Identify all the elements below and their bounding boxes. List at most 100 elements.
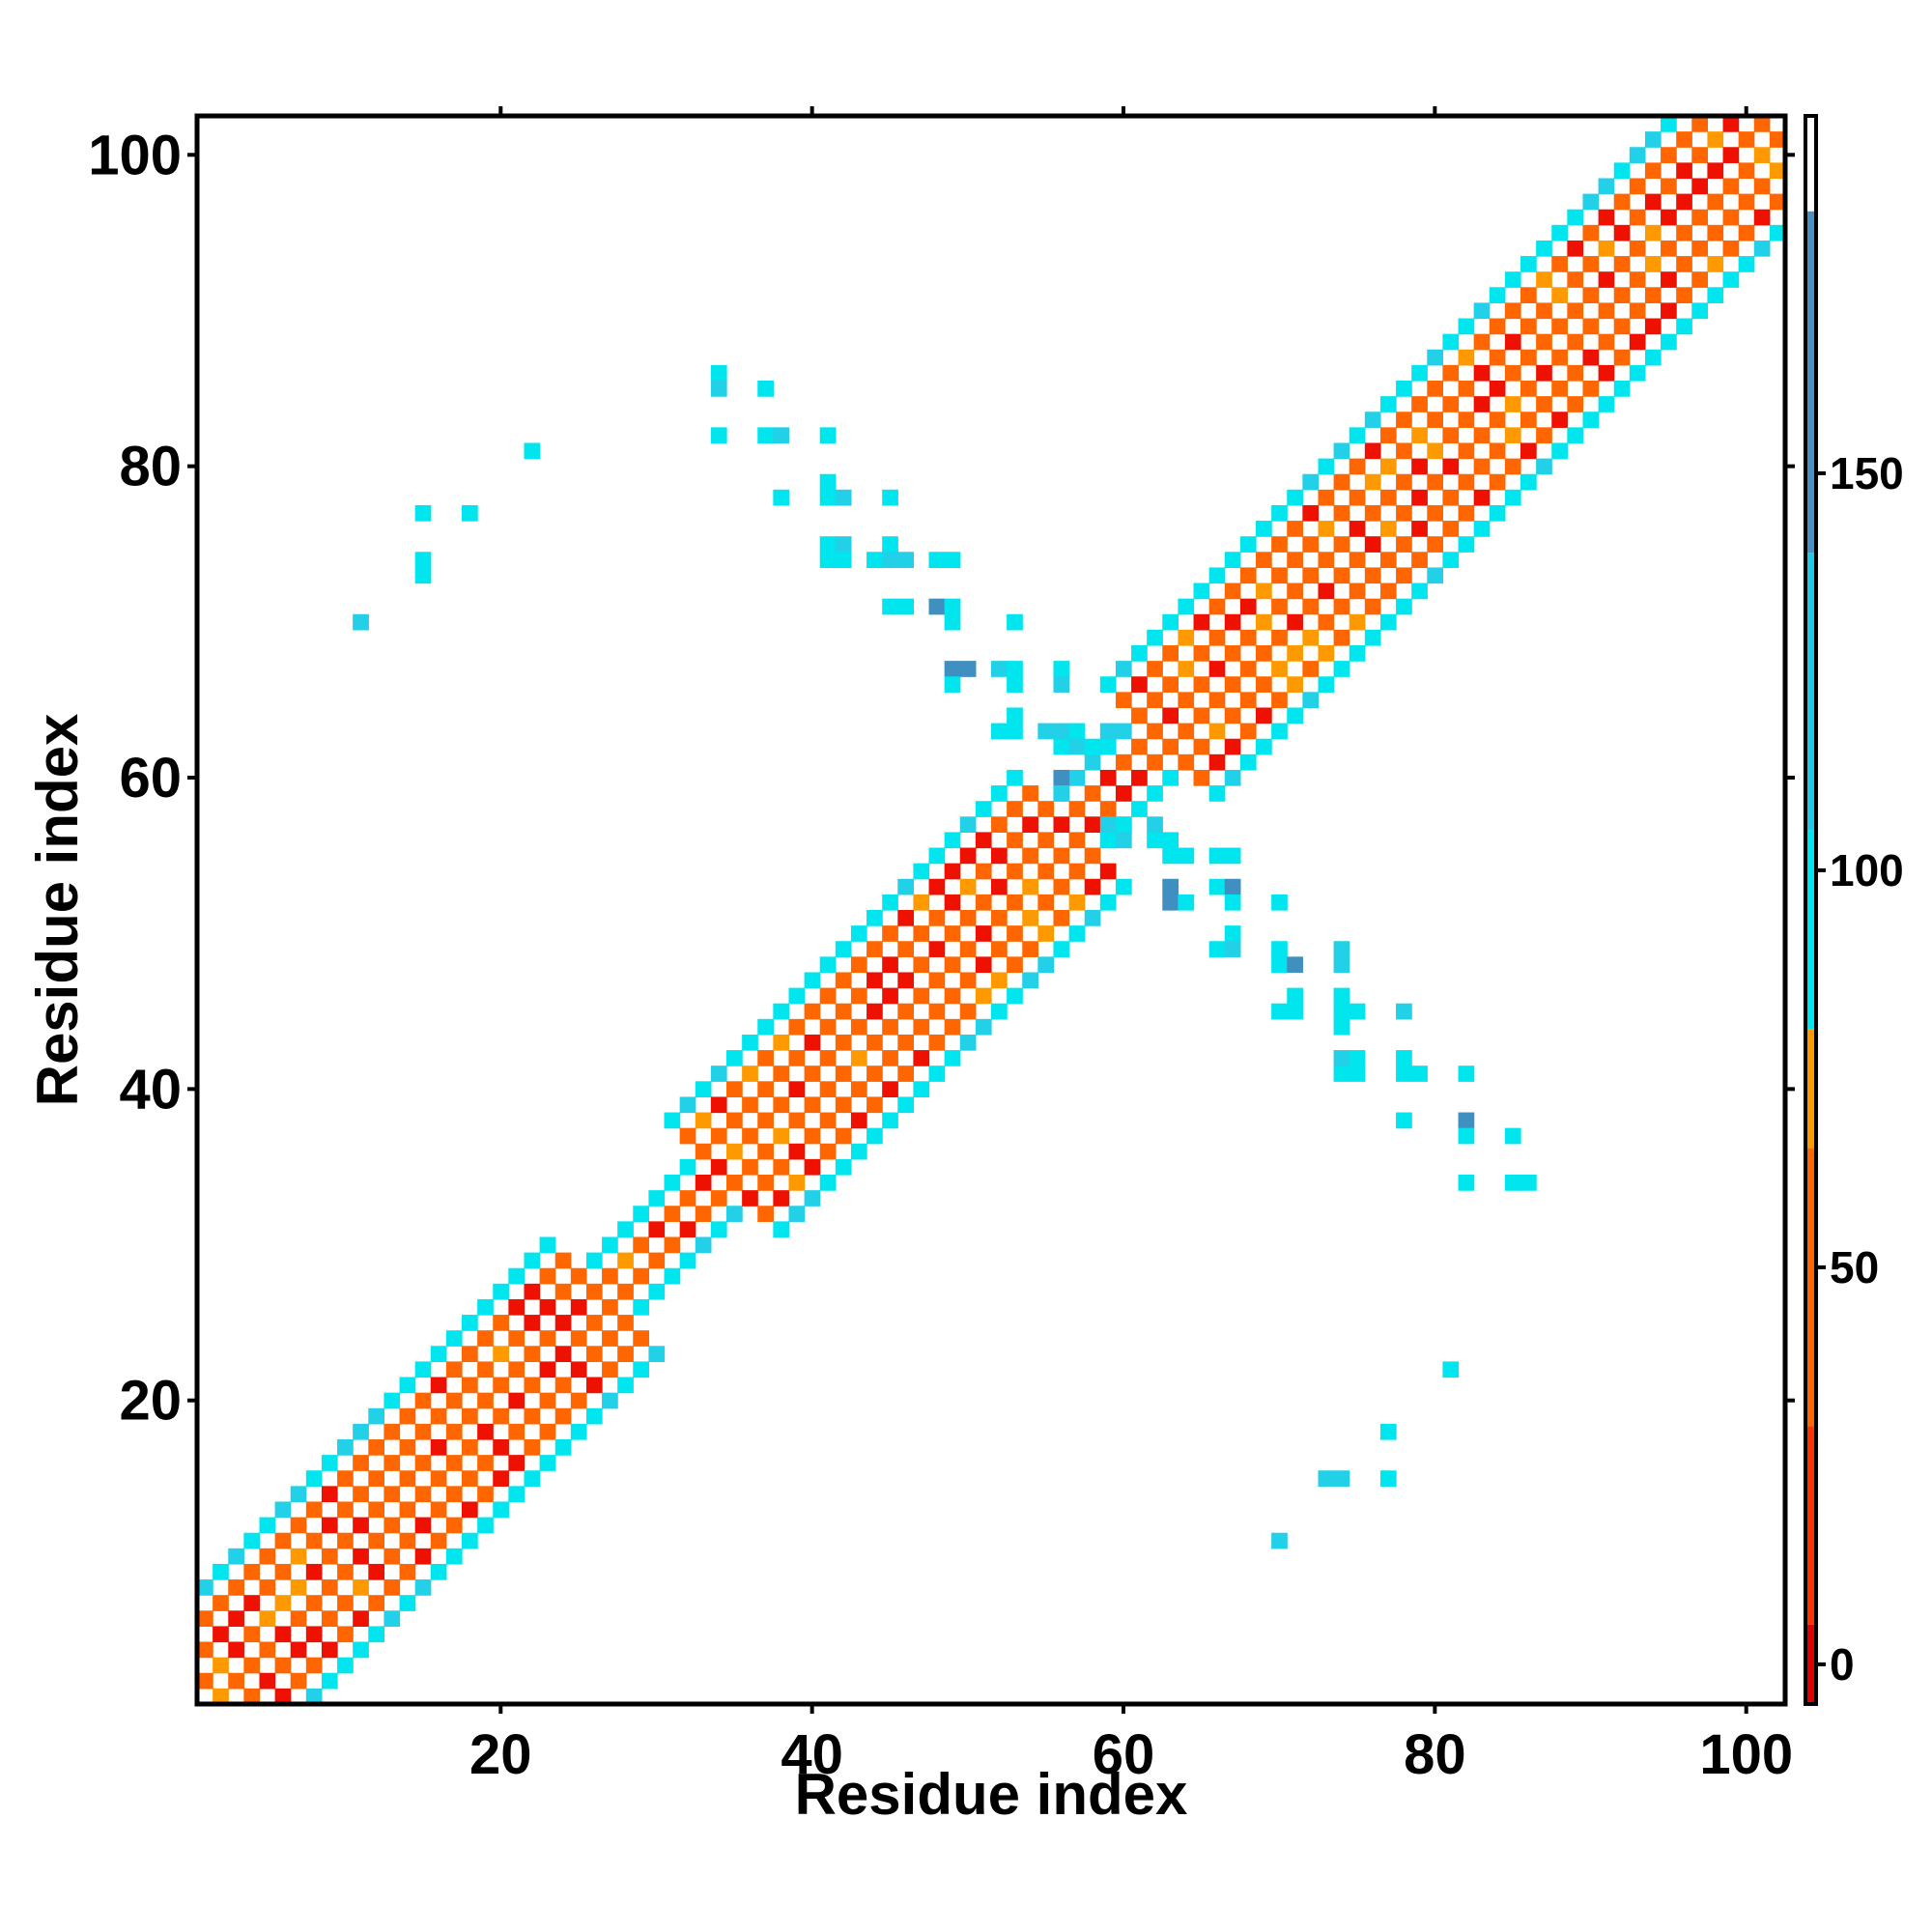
heatmap-cell [1178,661,1195,677]
heatmap-cell-contact [757,427,774,444]
heatmap-cell-contact [1007,676,1023,693]
heatmap-cell [290,1548,307,1565]
heatmap-cell [1473,489,1491,506]
heatmap-cell [1256,707,1272,724]
heatmap-cell [944,1018,961,1036]
heatmap-cell-contact [1271,1003,1288,1020]
heatmap-cell [539,1423,556,1440]
heatmap-cell [1178,692,1195,709]
heatmap-cell-contact [710,364,727,382]
heatmap-cell [1644,256,1662,272]
heatmap-cell [1598,178,1615,195]
heatmap-cell-contact [882,552,898,569]
heatmap-cell [1629,209,1646,226]
heatmap-cell [508,1361,526,1378]
heatmap-cell [321,1672,338,1690]
heatmap-cell-contact [1053,661,1070,677]
heatmap-cell [882,894,898,911]
heatmap-cell [1287,552,1303,569]
heatmap-cell [1099,769,1117,786]
heatmap-cell [695,1143,712,1160]
x-tick-label: 80 [1404,1723,1466,1786]
heatmap-cell [1427,567,1444,584]
heatmap-cell [1458,381,1475,397]
heatmap-cell-contact [819,473,837,491]
heatmap-cell [882,956,898,974]
heatmap-cell [1224,707,1241,724]
heatmap-cell [337,1470,354,1487]
heatmap-cell [554,1283,572,1300]
heatmap-cell [897,972,915,989]
heatmap-cell [1738,131,1755,148]
heatmap-cell [1007,863,1023,880]
heatmap-cell [975,832,992,849]
heatmap-cell [1162,707,1179,724]
heatmap-cell [1427,349,1444,366]
heatmap-cell [1318,645,1335,662]
heatmap-cell [585,1377,603,1394]
heatmap-cell [1536,427,1552,444]
heatmap-cell [1691,209,1709,226]
heatmap-cell [757,1175,774,1191]
heatmap-cell [1208,567,1226,584]
heatmap-cell [445,1548,463,1565]
heatmap-cell [991,785,1008,802]
heatmap-cell [1271,629,1288,646]
heatmap-cell [477,1361,494,1378]
heatmap-cell [445,1486,463,1503]
heatmap-cell [197,1579,213,1596]
heatmap-cell-contact [710,381,727,397]
heatmap-cell [1302,536,1320,553]
heatmap-cell-contact [1333,956,1350,974]
heatmap-cell [1520,349,1537,366]
heatmap-cell [462,1532,478,1549]
heatmap-cell [819,1175,837,1191]
heatmap-cell [1551,318,1568,335]
heatmap-cell [1178,598,1195,615]
heatmap-cell [337,1501,354,1519]
heatmap-cell [462,1407,478,1425]
heatmap-cell [633,1298,650,1316]
heatmap-cell-contact [1178,847,1195,865]
heatmap-cell [414,1361,432,1378]
heatmap-cell [1007,801,1023,817]
heatmap-cell [710,1065,727,1082]
colorbar: 0 50 100 150 [1804,114,1904,1706]
heatmap-cell [1489,504,1506,522]
heatmap-cell [804,1034,821,1051]
heatmap-cell-contact [1053,723,1070,740]
heatmap-cell-contact [1224,941,1241,957]
heatmap-cell [1676,318,1692,335]
heatmap-cell [445,1392,463,1409]
heatmap-cell-contact [1458,1127,1475,1145]
heatmap-cell [1099,894,1117,911]
heatmap-cell [384,1423,401,1440]
heatmap-cell [493,1346,509,1363]
heatmap-cell [399,1595,416,1611]
heatmap-cell [819,1018,837,1036]
colorbar-segment [1805,1029,1816,1149]
heatmap-cell [1147,692,1163,709]
heatmap-cell [1022,816,1038,834]
heatmap-cell-contact [1099,723,1117,740]
heatmap-cell [788,1112,806,1129]
heatmap-cell [524,1377,541,1394]
heatmap-cell [570,1361,587,1378]
heatmap-cell [570,1267,587,1285]
heatmap-cell-contact [991,661,1008,677]
heatmap-cell [602,1361,618,1378]
heatmap-cell [1613,256,1631,272]
heatmap-cell [368,1595,385,1611]
heatmap-cell [1489,412,1506,428]
heatmap-cell [554,1377,572,1394]
heatmap-cell [353,1455,369,1471]
heatmap-cell [1644,318,1662,335]
heatmap-cell [585,1407,603,1425]
heatmap-cell [726,1050,743,1066]
heatmap-cell [742,1065,758,1082]
heatmap-cell [804,1127,821,1145]
heatmap-cell [462,1346,478,1363]
heatmap-cell [1396,598,1412,615]
heatmap-cell [1379,582,1397,600]
heatmap-cell [570,1330,587,1347]
